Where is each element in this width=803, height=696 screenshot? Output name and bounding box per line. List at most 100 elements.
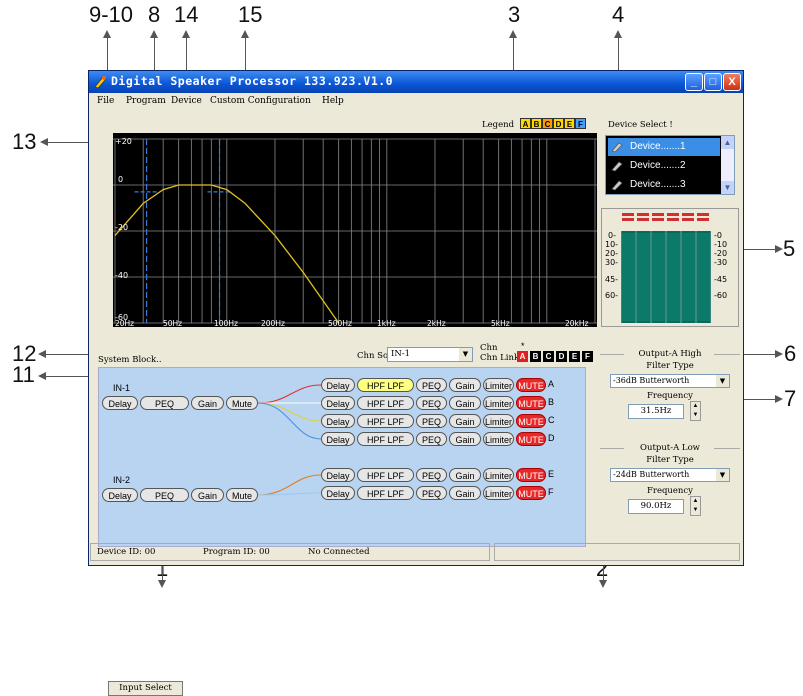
output-f-delay-button[interactable]: Delay — [321, 486, 355, 500]
output-d-hpf-lpf-button[interactable]: HPF LPF — [357, 432, 414, 446]
output-e-limiter-button[interactable]: Limiter — [483, 468, 514, 482]
input-gain-button[interactable]: Gain — [191, 396, 224, 410]
leader-8-arrow — [150, 30, 158, 38]
chn-label: Chn — [480, 343, 497, 353]
frequency-response-graph[interactable]: +20 0 -20 -40 -60 20Hz 50Hz 100Hz 200Hz … — [113, 133, 597, 327]
output-a-mute-button[interactable]: MUTE — [516, 378, 546, 392]
chn-link-e[interactable]: E — [569, 351, 580, 362]
high-frequency-input[interactable]: 31.5Hz — [628, 404, 684, 419]
output-b-delay-button[interactable]: Delay — [321, 396, 355, 410]
output-f-gain-button[interactable]: Gain — [449, 486, 481, 500]
output-f-mute-button[interactable]: MUTE — [516, 486, 546, 500]
output-d-mute-button[interactable]: MUTE — [516, 432, 546, 446]
output-a-hpf-lpf-button[interactable]: HPF LPF — [357, 378, 414, 392]
chevron-down-icon[interactable]: ▼ — [459, 348, 472, 361]
device-item-3[interactable]: Device.......3 — [608, 176, 720, 194]
output-e-delay-button[interactable]: Delay — [321, 468, 355, 482]
low-frequency-stepper[interactable]: ▲▼ — [690, 496, 701, 516]
output-a-peq-button[interactable]: PEQ — [416, 378, 447, 392]
device-id-status: Device ID: 00 — [97, 547, 155, 557]
output-a-delay-button[interactable]: Delay — [321, 378, 355, 392]
legend-item-a[interactable]: A — [520, 118, 531, 129]
output-c-hpf-lpf-button[interactable]: HPF LPF — [357, 414, 414, 428]
legend-item-c[interactable]: C — [542, 118, 553, 129]
input-mute-button[interactable]: Mute — [226, 488, 258, 502]
chn-link-b[interactable]: B — [530, 351, 541, 362]
menu-program[interactable]: Program — [126, 96, 166, 106]
output-e-mute-button[interactable]: MUTE — [516, 468, 546, 482]
scroll-down-icon[interactable]: ▼ — [721, 181, 734, 194]
chn-link-c[interactable]: C — [543, 351, 554, 362]
chn-link-d[interactable]: D — [556, 351, 567, 362]
output-e-peq-button[interactable]: PEQ — [416, 468, 447, 482]
maximize-button[interactable]: □ — [704, 73, 722, 91]
status-pane-right — [494, 543, 740, 561]
input-select-button[interactable]: Input Select — [108, 681, 183, 696]
output-b-limiter-button[interactable]: Limiter — [483, 396, 514, 410]
input-delay-button[interactable]: Delay — [102, 488, 138, 502]
input-mute-button[interactable]: Mute — [226, 396, 258, 410]
stepper-down-icon[interactable]: ▼ — [691, 411, 700, 420]
menu-file[interactable]: File — [97, 96, 114, 106]
leader-12-arrow — [38, 350, 46, 358]
output-a-limiter-button[interactable]: Limiter — [483, 378, 514, 392]
output-c-peq-button[interactable]: PEQ — [416, 414, 447, 428]
high-frequency-stepper[interactable]: ▲▼ — [690, 401, 701, 421]
output-c-delay-button[interactable]: Delay — [321, 414, 355, 428]
scroll-up-icon[interactable]: ▲ — [721, 136, 734, 149]
legend-item-e[interactable]: E — [564, 118, 575, 129]
output-b-hpf-lpf-button[interactable]: HPF LPF — [357, 396, 414, 410]
x-tick-label: 100Hz — [214, 319, 238, 328]
meter-channel-bar — [652, 233, 665, 321]
input-delay-button[interactable]: Delay — [102, 396, 138, 410]
device-list[interactable]: Device.......1 Device.......2 Device....… — [605, 135, 735, 195]
y-tick-label: -40 — [115, 271, 128, 280]
output-c-gain-button[interactable]: Gain — [449, 414, 481, 428]
output-b-gain-button[interactable]: Gain — [449, 396, 481, 410]
low-frequency-label: Frequency — [600, 486, 740, 496]
low-frequency-input[interactable]: 90.0Hz — [628, 499, 684, 514]
output-c-limiter-button[interactable]: Limiter — [483, 414, 514, 428]
menu-help[interactable]: Help — [322, 96, 344, 106]
input-gain-button[interactable]: Gain — [191, 488, 224, 502]
device-list-scrollbar[interactable]: ▲ ▼ — [721, 136, 734, 194]
minimize-button[interactable]: _ — [685, 73, 703, 91]
input-peq-button[interactable]: PEQ — [140, 396, 189, 410]
output-c-mute-button[interactable]: MUTE — [516, 414, 546, 428]
output-d-peq-button[interactable]: PEQ — [416, 432, 447, 446]
menu-device[interactable]: Device — [171, 96, 202, 106]
output-f-peq-button[interactable]: PEQ — [416, 486, 447, 500]
output-e-hpf-lpf-button[interactable]: HPF LPF — [357, 468, 414, 482]
chn-link-f[interactable]: F — [582, 351, 593, 362]
leader-13-arrow — [40, 138, 48, 146]
chn-source-select[interactable]: IN-1 ▼ — [387, 347, 473, 362]
output-d-gain-button[interactable]: Gain — [449, 432, 481, 446]
output-d-limiter-button[interactable]: Limiter — [483, 432, 514, 446]
close-button[interactable]: X — [723, 73, 741, 91]
stepper-up-icon[interactable]: ▲ — [691, 497, 700, 506]
output-f-hpf-lpf-button[interactable]: HPF LPF — [357, 486, 414, 500]
low-filter-type-select[interactable]: -24dB Butterworth ▼ — [610, 468, 730, 482]
stepper-up-icon[interactable]: ▲ — [691, 402, 700, 411]
legend-item-f[interactable]: F — [575, 118, 586, 129]
legend-item-d[interactable]: D — [553, 118, 564, 129]
input-peq-button[interactable]: PEQ — [140, 488, 189, 502]
clip-led — [637, 213, 649, 216]
menu-custom-configuration[interactable]: Custom Configuration — [210, 96, 311, 106]
chn-link-a[interactable]: A — [517, 351, 528, 362]
output-b-mute-button[interactable]: MUTE — [516, 396, 546, 410]
legend-item-b[interactable]: B — [531, 118, 542, 129]
chevron-down-icon[interactable]: ▼ — [716, 469, 729, 481]
device-item-1[interactable]: Device.......1 — [608, 138, 720, 156]
output-b-peq-button[interactable]: PEQ — [416, 396, 447, 410]
chevron-down-icon[interactable]: ▼ — [716, 375, 729, 387]
output-e-gain-button[interactable]: Gain — [449, 468, 481, 482]
title-bar[interactable]: Digital Speaker Processor 133.923.V1.0 _… — [89, 71, 743, 93]
stepper-down-icon[interactable]: ▼ — [691, 506, 700, 515]
device-item-2[interactable]: Device.......2 — [608, 157, 720, 175]
output-a-gain-button[interactable]: Gain — [449, 378, 481, 392]
output-f-limiter-button[interactable]: Limiter — [483, 486, 514, 500]
high-filter-type-select[interactable]: -36dB Butterworth ▼ — [610, 374, 730, 388]
output-d-delay-button[interactable]: Delay — [321, 432, 355, 446]
